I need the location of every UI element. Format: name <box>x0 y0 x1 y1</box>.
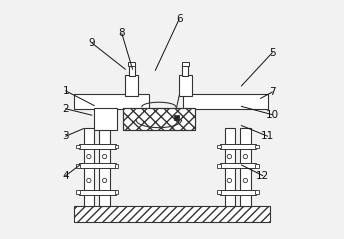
Circle shape <box>103 178 107 183</box>
Bar <box>255 145 259 148</box>
Circle shape <box>243 154 248 159</box>
Text: 9: 9 <box>89 38 95 48</box>
Bar <box>115 145 118 148</box>
Circle shape <box>103 154 107 159</box>
Circle shape <box>87 178 91 183</box>
Text: 3: 3 <box>62 131 69 141</box>
Bar <box>217 164 221 168</box>
Bar <box>94 108 117 130</box>
Bar <box>182 62 189 66</box>
Bar <box>76 164 80 168</box>
Text: 4: 4 <box>62 171 69 181</box>
Bar <box>217 190 221 194</box>
Bar <box>123 108 195 130</box>
Bar <box>255 164 259 168</box>
Bar <box>129 65 135 76</box>
Bar <box>76 190 80 194</box>
Bar <box>115 164 118 168</box>
Bar <box>79 144 116 149</box>
Text: 5: 5 <box>269 48 276 58</box>
Bar <box>183 94 268 109</box>
Bar <box>179 75 192 96</box>
Text: 12: 12 <box>256 171 269 181</box>
Text: 2: 2 <box>62 104 69 114</box>
Circle shape <box>227 154 232 159</box>
Text: 7: 7 <box>269 87 276 97</box>
Bar <box>123 108 195 130</box>
Bar <box>75 95 149 108</box>
Bar <box>182 65 189 76</box>
Bar <box>128 62 135 66</box>
Bar <box>225 128 235 206</box>
Text: 10: 10 <box>266 110 279 120</box>
Bar <box>79 163 116 168</box>
Bar <box>220 163 256 168</box>
Circle shape <box>227 178 232 183</box>
Text: 8: 8 <box>118 28 125 38</box>
Bar <box>99 128 110 206</box>
Bar <box>74 206 270 222</box>
Circle shape <box>243 178 248 183</box>
Circle shape <box>87 154 91 159</box>
Bar <box>76 145 80 148</box>
Bar <box>183 95 267 108</box>
Bar <box>220 190 256 195</box>
Text: 11: 11 <box>261 131 274 141</box>
Bar <box>84 128 94 206</box>
Bar <box>240 128 251 206</box>
Bar <box>255 190 259 194</box>
Bar <box>126 75 138 96</box>
Text: 1: 1 <box>62 86 69 96</box>
Bar <box>79 190 116 195</box>
Bar <box>174 115 179 120</box>
Bar <box>115 190 118 194</box>
Text: 6: 6 <box>176 14 182 24</box>
Bar <box>220 144 256 149</box>
Bar <box>217 145 221 148</box>
Bar <box>74 94 149 109</box>
